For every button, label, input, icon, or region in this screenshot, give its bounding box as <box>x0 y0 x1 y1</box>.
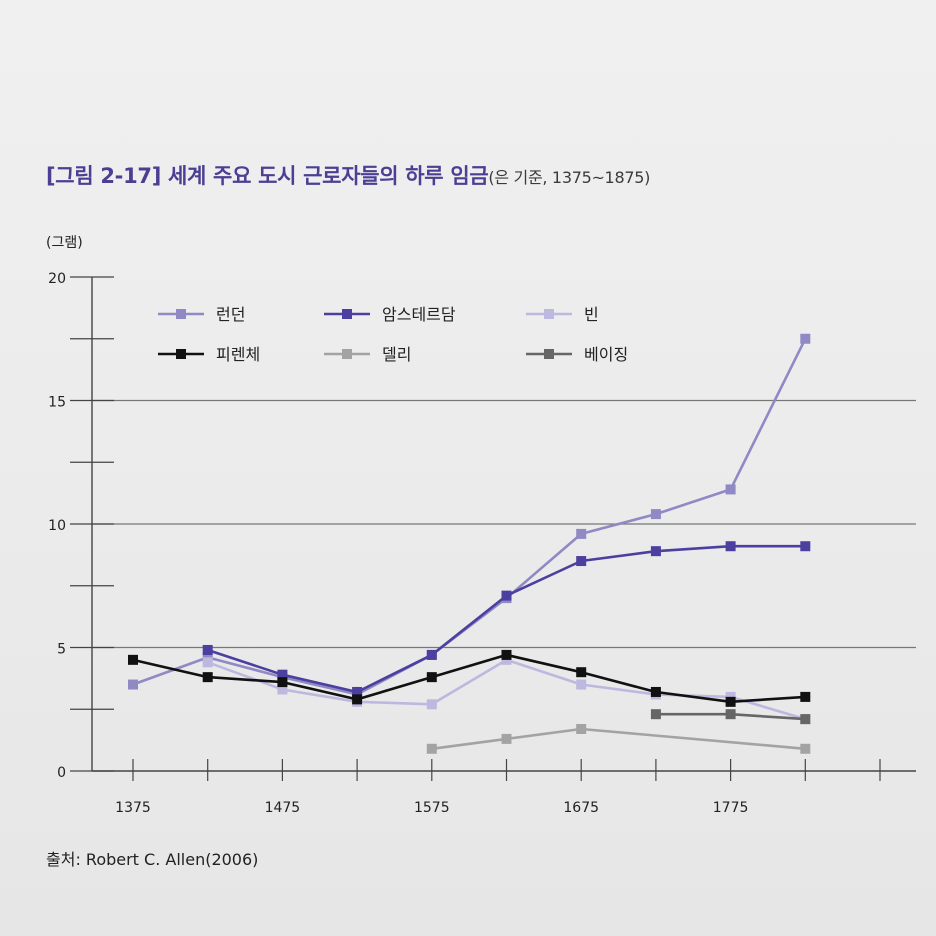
data-point <box>202 672 213 683</box>
data-point <box>650 546 661 557</box>
data-point <box>426 743 437 754</box>
data-point <box>725 696 736 707</box>
y-tick-label: 10 <box>48 518 66 534</box>
data-point <box>128 654 138 665</box>
figure-title: [그림 2-17] 세계 주요 도시 근로자들의 하루 임금(은 기준, 137… <box>46 160 650 190</box>
legend-label: 암스테르담 <box>382 305 456 324</box>
data-point <box>277 669 288 680</box>
data-point <box>800 691 811 702</box>
tick-labels: 0 5 10 15 20 1375 1475 1575 1675 1775 <box>48 271 748 816</box>
series-1 <box>128 333 811 700</box>
series-lines <box>128 333 811 754</box>
figure-title-main: [그림 2-17] 세계 주요 도시 근로자들의 하루 임금 <box>46 164 489 188</box>
data-point <box>352 694 363 705</box>
data-point <box>576 556 587 567</box>
data-point <box>650 509 661 520</box>
data-point <box>128 679 138 690</box>
data-point <box>426 649 437 660</box>
y-tick-label: 5 <box>57 642 66 658</box>
data-point <box>800 541 811 552</box>
legend-swatch-marker <box>342 309 352 319</box>
data-point <box>202 657 213 668</box>
data-point <box>501 649 512 660</box>
legend-swatch-marker <box>342 349 352 359</box>
x-tick-label: 1575 <box>414 800 450 816</box>
data-point <box>800 333 811 344</box>
data-point <box>426 672 437 683</box>
data-point <box>426 699 437 710</box>
legend-item: 빈 <box>526 305 599 324</box>
legend-label: 런던 <box>216 305 245 324</box>
legend-label: 피렌체 <box>216 345 260 364</box>
series-line <box>132 338 807 696</box>
series-line <box>207 658 806 721</box>
data-point <box>576 724 587 735</box>
legend-item: 런던 <box>158 305 245 324</box>
series-line <box>431 727 806 751</box>
data-point <box>501 733 512 744</box>
legend-label: 델리 <box>382 345 411 364</box>
source-citation: 출처: Robert C. Allen(2006) <box>46 850 259 869</box>
legend-swatch-marker <box>544 309 554 319</box>
series-4 <box>128 649 811 707</box>
data-point <box>576 667 587 678</box>
legend-item: 델리 <box>324 345 411 364</box>
legend-item: 암스테르담 <box>324 305 456 324</box>
series-line <box>132 653 806 704</box>
legend-swatch-marker <box>176 309 186 319</box>
data-point <box>277 677 288 688</box>
x-tick-label: 1675 <box>563 800 599 816</box>
gridlines <box>92 399 916 649</box>
axes <box>70 276 916 781</box>
y-axis-label: (그램) <box>46 235 83 251</box>
y-tick-label: 15 <box>48 395 66 411</box>
series-6 <box>650 709 811 725</box>
data-point <box>725 484 736 495</box>
data-point <box>202 644 213 655</box>
data-point <box>725 541 736 552</box>
legend-item: 피렌체 <box>158 345 260 364</box>
x-tick-label: 1475 <box>265 800 301 816</box>
series-2 <box>202 541 811 697</box>
figure-title-suffix: (은 기준, 1375~1875) <box>488 168 651 187</box>
data-point <box>650 686 661 697</box>
legend-item: 베이징 <box>526 345 628 364</box>
y-tick-label: 20 <box>48 271 66 287</box>
legend-swatch-marker <box>544 349 554 359</box>
x-tick-label: 1375 <box>115 800 151 816</box>
legend-swatch-marker <box>176 349 186 359</box>
data-point <box>352 686 363 697</box>
series-5 <box>426 724 811 754</box>
y-tick-label: 0 <box>57 765 66 781</box>
data-point <box>800 743 811 754</box>
legend-label: 베이징 <box>584 345 628 364</box>
data-point <box>800 714 811 725</box>
data-point <box>576 679 587 690</box>
data-point <box>501 590 512 601</box>
data-point <box>650 709 661 720</box>
data-point <box>277 684 288 695</box>
x-tick-label: 1775 <box>713 800 749 816</box>
series-line <box>207 544 806 694</box>
legend-label: 빈 <box>584 305 599 324</box>
data-point <box>725 709 736 720</box>
data-point <box>576 528 587 539</box>
